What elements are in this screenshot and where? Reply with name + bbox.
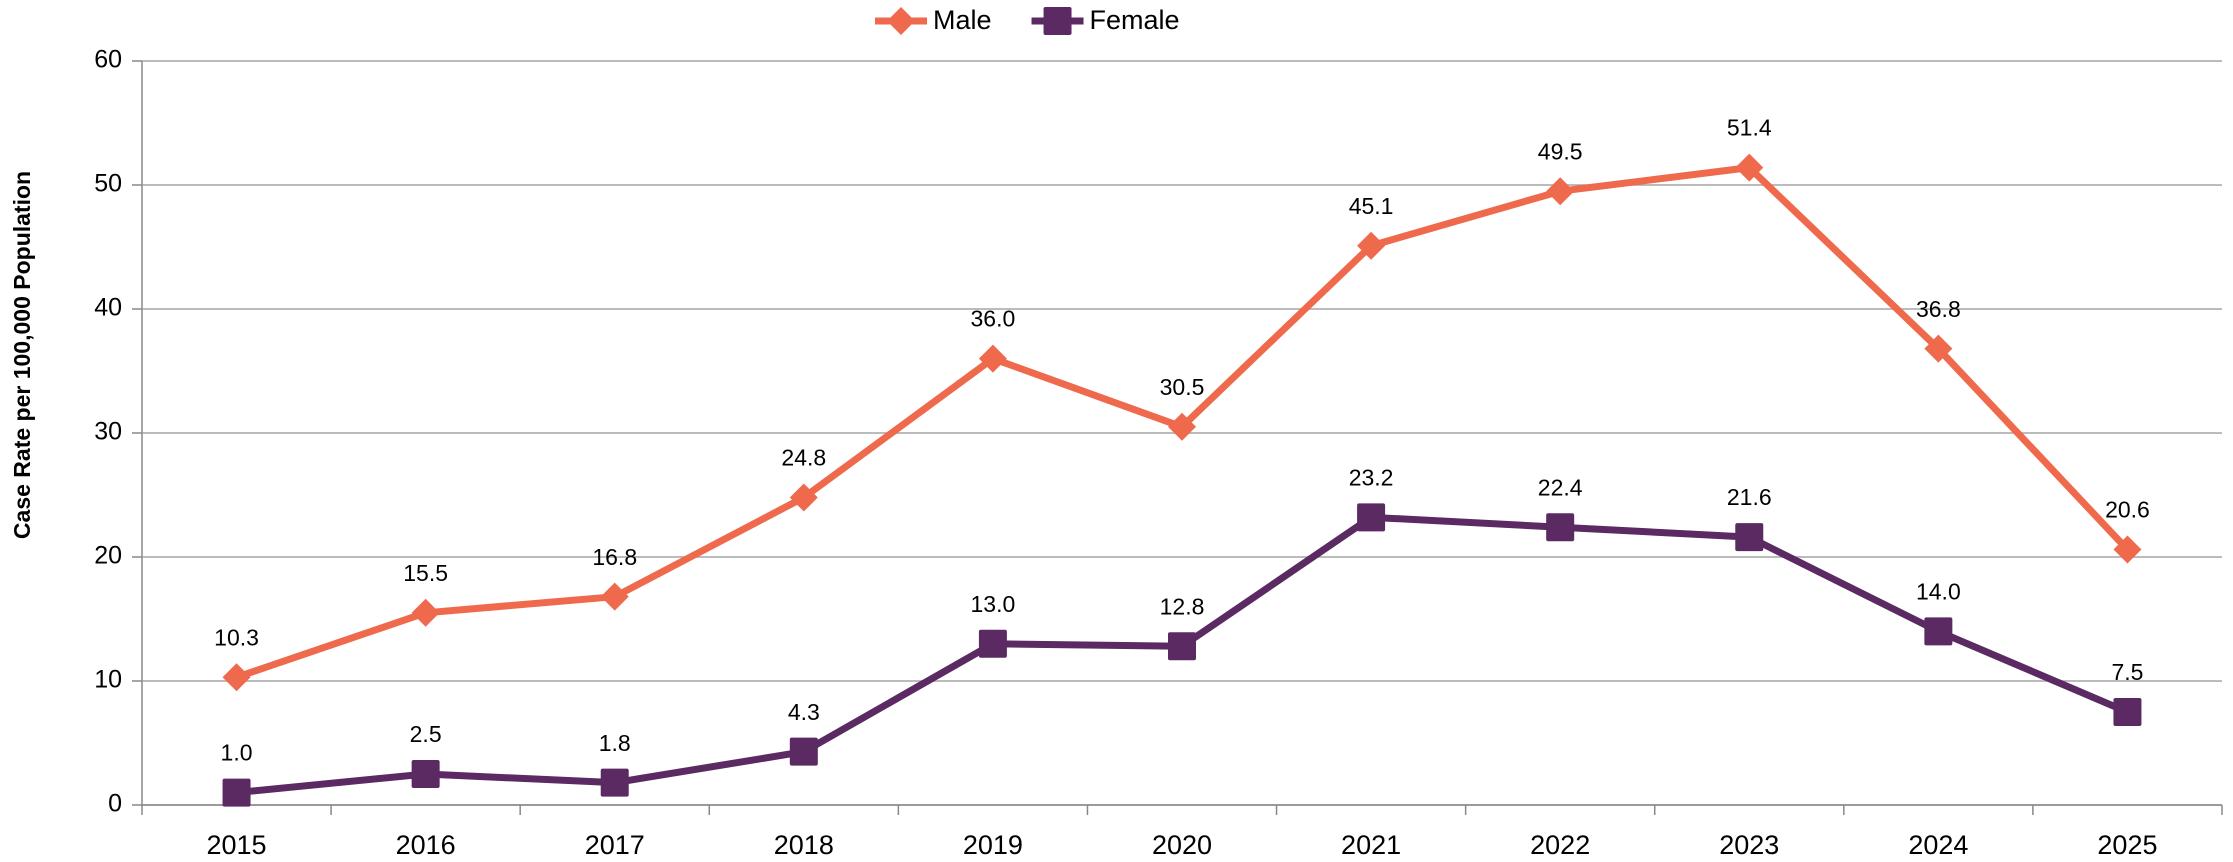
data-point: [222, 663, 251, 692]
y-tick-label: 20: [94, 542, 122, 570]
data-point: [1924, 334, 1953, 363]
data-label: 12.8: [1160, 593, 1205, 619]
data-label: 1.8: [599, 730, 631, 756]
data-label: 13.0: [971, 591, 1016, 617]
data-label: 14.0: [1916, 578, 1961, 604]
x-tick-label: 2023: [1719, 830, 1779, 860]
legend-marker: [1043, 7, 1072, 35]
data-label: 51.4: [1727, 115, 1772, 141]
y-tick-label: 60: [94, 46, 122, 74]
x-tick-label: 2025: [2097, 830, 2157, 860]
x-tick-label: 2024: [1908, 830, 1968, 860]
data-label: 10.3: [214, 624, 259, 650]
data-label: 15.5: [403, 560, 448, 586]
x-tick-label: 2015: [207, 830, 267, 860]
y-tick-label: 30: [94, 418, 122, 446]
x-tick-label: 2019: [963, 830, 1023, 860]
data-label: 45.1: [1349, 193, 1394, 219]
legend-marker: [887, 7, 915, 35]
data-label: 22.4: [1538, 474, 1583, 500]
data-label: 24.8: [781, 445, 826, 471]
data-label: 36.8: [1916, 296, 1961, 322]
data-point: [978, 629, 1007, 658]
x-tick-label: 2016: [396, 830, 456, 860]
data-label: 21.6: [1727, 484, 1772, 510]
data-label: 4.3: [788, 699, 820, 725]
y-tick-label: 0: [108, 790, 122, 818]
data-point: [1357, 503, 1386, 532]
data-label: 7.5: [2111, 659, 2143, 685]
data-label: 30.5: [1160, 374, 1205, 400]
data-point: [978, 344, 1007, 373]
y-tick-label: 40: [94, 294, 122, 322]
data-label: 36.0: [971, 306, 1016, 332]
data-point: [1357, 231, 1386, 260]
data-point: [222, 778, 251, 807]
x-tick-label: 2017: [585, 830, 645, 860]
data-point: [789, 737, 818, 766]
legend-label: Male: [933, 5, 992, 35]
data-point: [1546, 513, 1575, 542]
data-point: [1735, 523, 1764, 552]
data-label: 1.0: [221, 740, 253, 766]
data-label: 49.5: [1538, 138, 1583, 164]
x-tick-label: 2021: [1341, 830, 1401, 860]
data-point: [411, 760, 440, 788]
data-point: [411, 598, 440, 627]
legend-label: Female: [1090, 5, 1180, 35]
y-tick-label: 10: [94, 666, 122, 694]
data-point: [600, 768, 629, 797]
data-label: 23.2: [1349, 464, 1394, 490]
x-tick-label: 2018: [774, 830, 834, 860]
x-tick-label: 2022: [1530, 830, 1590, 860]
y-axis-label: Case Rate per 100,000 Population: [9, 171, 35, 539]
data-label: 20.6: [2105, 497, 2150, 523]
data-point: [1924, 617, 1953, 646]
x-tick-label: 2020: [1152, 830, 1212, 860]
data-label: 16.8: [592, 544, 637, 570]
data-point: [789, 483, 818, 512]
data-point: [1168, 412, 1196, 441]
y-tick-label: 50: [94, 170, 122, 198]
data-point: [2113, 698, 2142, 726]
data-label: 2.5: [410, 721, 442, 747]
data-point: [2113, 535, 2142, 564]
data-point: [600, 582, 629, 611]
data-point: [1735, 153, 1764, 182]
data-point: [1546, 177, 1575, 206]
data-point: [1168, 632, 1196, 661]
